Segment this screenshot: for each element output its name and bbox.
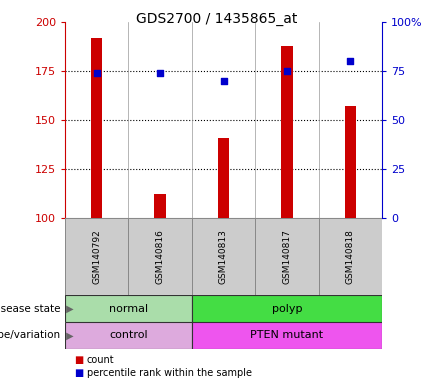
- Bar: [192, 295, 382, 322]
- Text: GSM140813: GSM140813: [219, 229, 228, 284]
- Bar: [255, 218, 319, 295]
- Text: GSM140817: GSM140817: [282, 229, 291, 284]
- Text: GSM140792: GSM140792: [92, 229, 101, 284]
- Bar: [192, 322, 382, 349]
- Bar: [65, 218, 129, 295]
- Text: GDS2700 / 1435865_at: GDS2700 / 1435865_at: [136, 12, 297, 25]
- Text: normal: normal: [109, 303, 148, 313]
- Text: ▶: ▶: [63, 331, 74, 341]
- Bar: [65, 295, 192, 322]
- Point: [93, 70, 100, 76]
- Text: control: control: [109, 331, 148, 341]
- Text: GSM140816: GSM140816: [155, 229, 165, 284]
- Bar: [319, 218, 382, 295]
- Bar: [65, 322, 192, 349]
- Text: percentile rank within the sample: percentile rank within the sample: [87, 368, 252, 378]
- Point: [220, 78, 227, 84]
- Bar: [155, 194, 166, 218]
- Text: ■: ■: [74, 368, 83, 378]
- Bar: [129, 218, 192, 295]
- Point: [284, 68, 291, 74]
- Point: [157, 70, 164, 76]
- Text: count: count: [87, 355, 114, 365]
- Text: disease state: disease state: [0, 303, 61, 313]
- Text: GSM140818: GSM140818: [346, 229, 355, 284]
- Text: genotype/variation: genotype/variation: [0, 331, 61, 341]
- Text: ■: ■: [74, 355, 83, 365]
- Bar: [218, 137, 229, 218]
- Text: ▶: ▶: [63, 303, 74, 313]
- Text: PTEN mutant: PTEN mutant: [250, 331, 323, 341]
- Bar: [281, 46, 293, 218]
- Bar: [192, 218, 255, 295]
- Bar: [91, 38, 103, 218]
- Bar: [345, 106, 356, 218]
- Text: polyp: polyp: [271, 303, 302, 313]
- Point: [347, 58, 354, 64]
